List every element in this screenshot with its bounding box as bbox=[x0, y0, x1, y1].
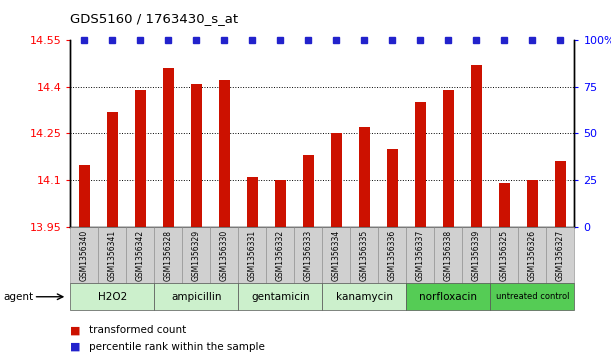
Bar bbox=[219, 81, 230, 227]
Text: GDS5160 / 1763430_s_at: GDS5160 / 1763430_s_at bbox=[70, 12, 238, 25]
Text: GSM1356327: GSM1356327 bbox=[556, 229, 565, 281]
Text: ■: ■ bbox=[70, 342, 81, 352]
Bar bbox=[387, 149, 398, 227]
Bar bbox=[359, 127, 370, 227]
Text: GSM1356338: GSM1356338 bbox=[444, 229, 453, 281]
Bar bbox=[527, 180, 538, 227]
Text: transformed count: transformed count bbox=[89, 325, 186, 335]
Text: norfloxacin: norfloxacin bbox=[419, 292, 477, 302]
Bar bbox=[443, 90, 454, 227]
Text: GSM1356326: GSM1356326 bbox=[528, 229, 537, 281]
Text: ■: ■ bbox=[70, 325, 81, 335]
Text: GSM1356330: GSM1356330 bbox=[220, 229, 229, 281]
Bar bbox=[163, 68, 174, 227]
Text: GSM1356335: GSM1356335 bbox=[360, 229, 369, 281]
Bar bbox=[247, 177, 258, 227]
Text: GSM1356325: GSM1356325 bbox=[500, 229, 509, 281]
Text: kanamycin: kanamycin bbox=[336, 292, 393, 302]
Bar bbox=[470, 65, 482, 227]
Bar bbox=[275, 180, 286, 227]
Bar bbox=[79, 164, 90, 227]
Text: GSM1356337: GSM1356337 bbox=[416, 229, 425, 281]
Bar bbox=[302, 155, 314, 227]
Bar bbox=[415, 102, 426, 227]
Bar bbox=[107, 111, 118, 227]
Text: GSM1356332: GSM1356332 bbox=[276, 229, 285, 281]
Bar bbox=[134, 90, 146, 227]
Bar bbox=[191, 83, 202, 227]
Text: GSM1356331: GSM1356331 bbox=[248, 229, 257, 281]
Text: ampicillin: ampicillin bbox=[171, 292, 222, 302]
Text: GSM1356328: GSM1356328 bbox=[164, 229, 173, 281]
Bar bbox=[331, 133, 342, 227]
Text: GSM1356334: GSM1356334 bbox=[332, 229, 341, 281]
Bar bbox=[499, 183, 510, 227]
Text: GSM1356340: GSM1356340 bbox=[80, 229, 89, 281]
Text: GSM1356336: GSM1356336 bbox=[388, 229, 397, 281]
Text: GSM1356339: GSM1356339 bbox=[472, 229, 481, 281]
Text: GSM1356333: GSM1356333 bbox=[304, 229, 313, 281]
Text: percentile rank within the sample: percentile rank within the sample bbox=[89, 342, 265, 352]
Text: untreated control: untreated control bbox=[496, 292, 569, 301]
Text: gentamicin: gentamicin bbox=[251, 292, 310, 302]
Bar bbox=[555, 162, 566, 227]
Text: GSM1356342: GSM1356342 bbox=[136, 229, 145, 281]
Text: GSM1356329: GSM1356329 bbox=[192, 229, 201, 281]
Text: agent: agent bbox=[3, 292, 33, 302]
Text: H2O2: H2O2 bbox=[98, 292, 127, 302]
Text: GSM1356341: GSM1356341 bbox=[108, 229, 117, 281]
